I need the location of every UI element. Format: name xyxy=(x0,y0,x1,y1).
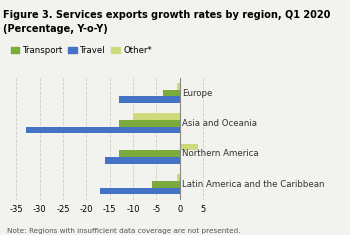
Bar xyxy=(163,90,180,96)
Bar xyxy=(26,127,180,133)
Bar xyxy=(119,150,180,157)
Text: Figure 3. Services exports growth rates by region, Q1 2020
(Percentage, Y-o-Y): Figure 3. Services exports growth rates … xyxy=(3,10,330,34)
Bar xyxy=(180,144,198,150)
Bar xyxy=(152,181,180,188)
Bar xyxy=(105,157,180,164)
Bar xyxy=(177,83,180,90)
Bar xyxy=(119,96,180,103)
Bar xyxy=(133,114,180,120)
Legend: Transport, Travel, Other*: Transport, Travel, Other* xyxy=(7,43,155,59)
Text: Northern America: Northern America xyxy=(182,149,259,158)
Text: Note: Regions with insufficient data coverage are not presented.: Note: Regions with insufficient data cov… xyxy=(7,228,240,234)
Text: Europe: Europe xyxy=(182,89,212,98)
Text: Asia and Oceania: Asia and Oceania xyxy=(182,119,257,128)
Bar xyxy=(119,120,180,127)
Text: Latin America and the Caribbean: Latin America and the Caribbean xyxy=(182,180,324,189)
Bar xyxy=(100,188,180,194)
Bar xyxy=(177,174,180,181)
